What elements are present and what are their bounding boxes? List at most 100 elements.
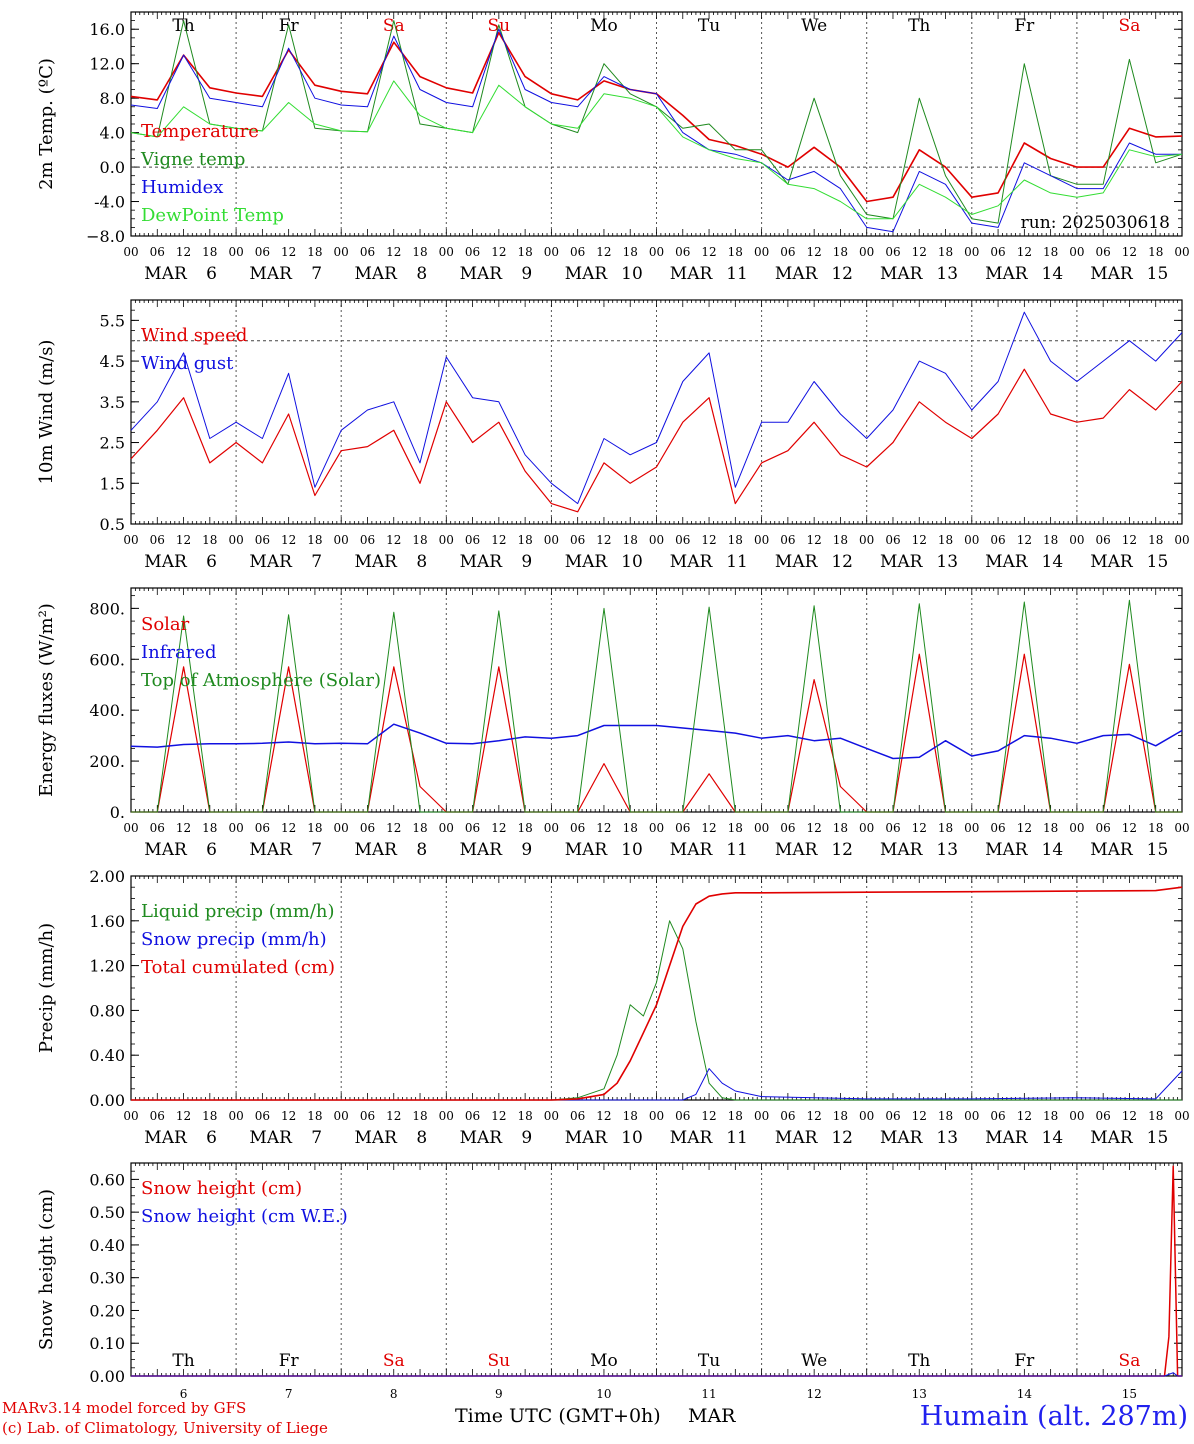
x-hour-label: 00 [123,821,138,835]
x-hour-label: 12 [1017,821,1032,835]
y-tick-label: 2.5 [100,434,125,453]
x-hour-label: 12 [386,533,401,547]
y-tick-label: 8.0 [100,89,125,108]
x-hour-label: 00 [964,533,979,547]
series-line [131,1372,1182,1377]
x-hour-label: 00 [228,821,243,835]
x-date-label: 9 [495,1387,503,1401]
x-hour-label: 00 [1069,1109,1084,1123]
x-hour-label: 00 [649,821,664,835]
x-hour-label: 00 [1069,821,1084,835]
x-hour-label: 00 [1174,245,1189,259]
x-date-label: 8 [416,1128,427,1148]
x-date-label: 7 [285,1387,293,1401]
x-date-label: 14 [1017,1387,1033,1401]
x-hour-label: 06 [465,245,480,259]
x-date-label: 11 [726,840,748,860]
x-date-label: 14 [1042,552,1064,572]
series-line [131,599,1182,813]
weekday-label: Su [488,1351,511,1371]
x-month-label: MAR [670,1128,714,1148]
x-hour-label: 06 [885,821,900,835]
x-hour-label: 06 [570,533,585,547]
weekday-label: We [801,1351,827,1371]
x-hour-label: 18 [623,821,638,835]
weekday-label: Th [172,16,194,36]
panel-3: 800. 600. 400. 200. 0. Energy fluxes (W/m²) So… [36,587,1190,860]
legend-entry: Wind speed [141,325,247,346]
legend-entry: Total cumulated (cm) [141,957,335,978]
x-date-label: 6 [206,1128,217,1148]
x-hour-label: 06 [780,245,795,259]
x-hour-label: 06 [990,245,1005,259]
x-month-label: MAR [670,264,714,284]
y-tick-label: −8.0 [86,227,125,246]
weekday-label: Sa [1119,1351,1141,1371]
x-month-label: MAR [355,552,399,572]
weekday-label: Th [908,1351,930,1371]
x-hour-label: 06 [255,821,270,835]
x-date-label: 10 [621,552,643,572]
series-line [130,311,1183,505]
y-tick-label: 0.60 [89,1170,125,1189]
x-hour-label: 06 [360,533,375,547]
x-hour-label: 00 [544,533,559,547]
x-hour-label: 00 [544,245,559,259]
x-hour-label: 12 [1122,1109,1137,1123]
x-month-label: MAR [1090,840,1134,860]
x-hour-label: 18 [412,245,427,259]
time-axis-month: MAR [688,1405,736,1427]
x-hour-label: 18 [1043,1109,1058,1123]
x-date-label: 13 [936,1128,958,1148]
x-month-label: MAR [565,264,609,284]
x-hour-label: 00 [754,245,769,259]
x-hour-label: 00 [859,245,874,259]
x-hour-label: 06 [570,821,585,835]
x-date-label: 15 [1147,552,1169,572]
x-hour-label: 18 [517,821,532,835]
x-hour-label: 18 [202,533,217,547]
x-month-label: MAR [460,840,504,860]
x-hour-label: 18 [307,821,322,835]
x-hour-label: 00 [1174,533,1189,547]
x-hour-label: 06 [255,245,270,259]
x-hour-label: 06 [465,533,480,547]
x-month-label: MAR [249,840,293,860]
x-hour-label: 00 [649,1109,664,1123]
x-hour-label: 06 [360,1109,375,1123]
x-date-label: 10 [621,264,643,284]
x-hour-label: 12 [1122,245,1137,259]
x-hour-label: 00 [1069,533,1084,547]
x-hour-label: 12 [807,1109,822,1123]
y-tick-label: 600. [89,650,125,669]
x-hour-label: 18 [307,245,322,259]
y-axis-label: 2m Temp. (ºC) [36,58,57,190]
y-tick-label: 1.20 [89,957,125,976]
x-month-label: MAR [880,552,924,572]
y-tick-label: 0.00 [89,1367,125,1386]
x-hour-label: 12 [281,245,296,259]
y-axis-label: 10m Wind (m/s) [36,340,57,485]
legend-entry: Humidex [141,177,223,198]
x-month-label: MAR [460,1128,504,1148]
x-month-label: MAR [670,552,714,572]
series-line [130,28,1182,233]
y-tick-label: -4.0 [94,193,125,212]
y-axis-label: Precip (mm/h) [36,923,57,1053]
x-hour-label: 12 [386,245,401,259]
x-hour-label: 06 [255,533,270,547]
x-hour-label: 06 [255,1109,270,1123]
legend-entry: Top of Atmosphere (Solar) [141,670,381,691]
x-hour-label: 18 [412,1109,427,1123]
x-month-label: MAR [460,264,504,284]
x-hour-label: 12 [912,245,927,259]
x-hour-label: 18 [728,245,743,259]
x-hour-label: 00 [334,533,349,547]
x-date-label: 14 [1042,264,1064,284]
x-date-label: 7 [311,1128,322,1148]
x-hour-label: 12 [281,821,296,835]
model-credit: MARv3.14 model forced by GFS [2,1399,247,1417]
legend-entry: Snow precip (mm/h) [141,929,327,950]
x-hour-label: 18 [833,245,848,259]
